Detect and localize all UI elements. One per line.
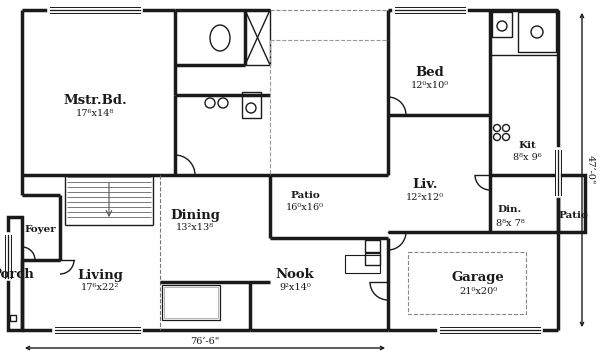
Bar	[162, 285, 220, 320]
Text: 16⁰x16⁰: 16⁰x16⁰	[286, 204, 324, 213]
Text: Garage: Garage	[452, 271, 505, 284]
Text: 21⁰x20⁰: 21⁰x20⁰	[459, 286, 497, 295]
Bar	[365, 240, 380, 252]
Bar	[245, 10, 270, 65]
Text: 76’-6": 76’-6"	[190, 337, 220, 346]
Text: 12⁰x10⁰: 12⁰x10⁰	[411, 80, 449, 89]
Text: 17⁶x14⁸: 17⁶x14⁸	[76, 108, 114, 117]
Text: Din.: Din.	[498, 205, 522, 214]
Text: 12²x12⁰: 12²x12⁰	[406, 194, 444, 202]
Text: Bed: Bed	[416, 65, 445, 79]
Bar	[492, 12, 512, 37]
Text: 13²x13⁸: 13²x13⁸	[176, 224, 214, 233]
Bar	[408, 252, 526, 314]
Text: Patio: Patio	[558, 210, 588, 219]
Text: Liv.: Liv.	[412, 178, 438, 191]
Text: Nook: Nook	[275, 269, 314, 281]
Bar	[558, 175, 585, 232]
Text: 8⁸x 7⁸: 8⁸x 7⁸	[496, 219, 524, 228]
Text: Living: Living	[77, 269, 123, 281]
Text: 17⁶x22²: 17⁶x22²	[81, 284, 119, 293]
Bar	[8, 217, 22, 330]
Bar	[242, 92, 261, 118]
Bar	[164, 287, 218, 318]
Text: 47’-0": 47’-0"	[586, 155, 595, 185]
Text: Mstr.Bd.: Mstr.Bd.	[63, 93, 127, 107]
Text: Foyer: Foyer	[24, 225, 56, 234]
Text: Kit: Kit	[518, 140, 536, 149]
Bar	[490, 10, 558, 55]
Bar	[345, 255, 380, 273]
Text: Patio: Patio	[290, 191, 320, 200]
Text: 8⁸x 9⁶: 8⁸x 9⁶	[512, 154, 541, 163]
Text: Dining: Dining	[170, 209, 220, 222]
Bar	[365, 253, 380, 265]
Text: Porch: Porch	[0, 269, 34, 281]
Bar	[10, 315, 16, 321]
Text: 9²x14⁰: 9²x14⁰	[279, 284, 311, 293]
Bar	[518, 12, 556, 52]
